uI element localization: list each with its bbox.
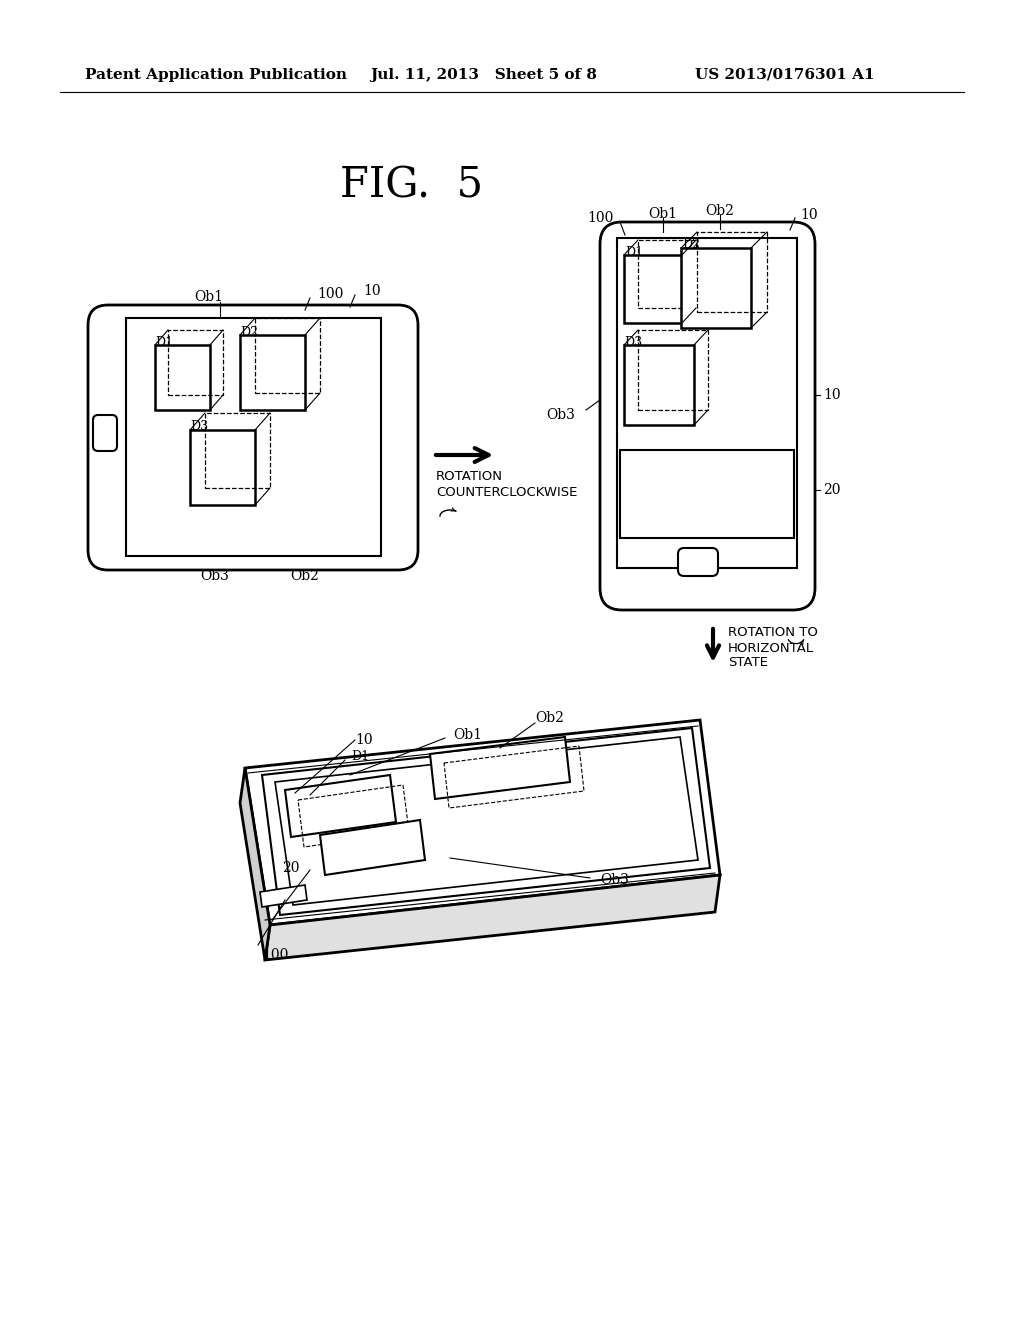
Text: Ob3: Ob3 (546, 408, 575, 422)
Polygon shape (245, 719, 720, 925)
Text: Ob2: Ob2 (706, 205, 734, 218)
Bar (240, 335, 305, 411)
Bar (617, 238, 797, 568)
FancyBboxPatch shape (678, 548, 718, 576)
Bar (638, 330, 708, 411)
Text: 100: 100 (317, 286, 343, 301)
Text: 100: 100 (262, 948, 288, 962)
Text: ROTATION TO: ROTATION TO (728, 627, 818, 639)
Text: Ob3: Ob3 (201, 569, 229, 583)
Bar (255, 318, 319, 393)
Bar (190, 430, 255, 506)
Text: 100: 100 (588, 211, 614, 224)
Text: Jul. 11, 2013   Sheet 5 of 8: Jul. 11, 2013 Sheet 5 of 8 (370, 69, 597, 82)
Bar (620, 450, 794, 539)
Text: COUNTERCLOCKWISE: COUNTERCLOCKWISE (436, 486, 578, 499)
Text: Ob1: Ob1 (648, 207, 678, 220)
Text: HORIZONTAL: HORIZONTAL (728, 642, 814, 655)
Text: 10: 10 (800, 209, 817, 222)
Bar (681, 248, 751, 327)
Text: Ob1: Ob1 (454, 729, 482, 742)
Polygon shape (262, 729, 710, 915)
FancyBboxPatch shape (88, 305, 418, 570)
Polygon shape (240, 768, 270, 960)
Text: 20: 20 (823, 483, 841, 498)
Text: Patent Application Publication: Patent Application Publication (85, 69, 347, 82)
Text: ROTATION: ROTATION (436, 470, 503, 483)
Bar (624, 345, 694, 425)
Polygon shape (285, 775, 396, 837)
Polygon shape (430, 737, 570, 799)
Text: Ob1: Ob1 (195, 290, 223, 304)
Text: STATE: STATE (728, 656, 768, 669)
Bar (697, 232, 767, 312)
Text: D1: D1 (351, 750, 369, 763)
Polygon shape (260, 884, 307, 907)
Bar (638, 240, 696, 308)
Text: D3: D3 (624, 335, 642, 348)
Text: 10: 10 (823, 388, 841, 403)
Bar (624, 255, 682, 323)
Bar (126, 318, 381, 556)
Text: FIG.  5: FIG. 5 (340, 164, 483, 206)
Text: 10: 10 (355, 733, 373, 747)
Text: D3: D3 (190, 421, 208, 433)
FancyBboxPatch shape (93, 414, 117, 451)
Polygon shape (265, 875, 720, 960)
Text: 10: 10 (362, 284, 381, 298)
Text: D2: D2 (682, 239, 700, 252)
Text: D2: D2 (240, 326, 258, 338)
Text: 20: 20 (283, 861, 300, 875)
Text: Ob3: Ob3 (600, 873, 629, 887)
Polygon shape (319, 820, 425, 875)
Polygon shape (275, 737, 698, 906)
Bar (155, 345, 210, 411)
Bar (168, 330, 223, 395)
Text: D1: D1 (625, 246, 643, 259)
Bar (205, 413, 270, 488)
Text: Ob2: Ob2 (536, 711, 564, 725)
Text: US 2013/0176301 A1: US 2013/0176301 A1 (695, 69, 874, 82)
Text: D1: D1 (155, 335, 173, 348)
Text: Ob2: Ob2 (291, 569, 319, 583)
FancyBboxPatch shape (600, 222, 815, 610)
